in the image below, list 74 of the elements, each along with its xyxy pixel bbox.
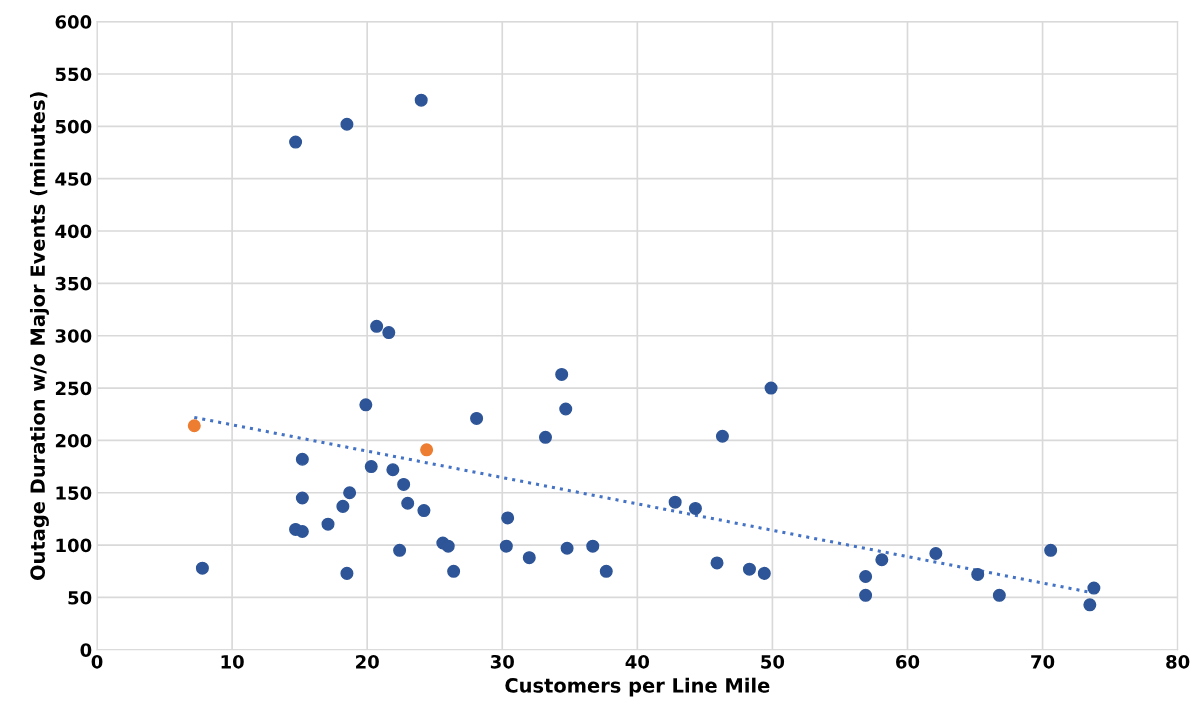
point bbox=[370, 319, 384, 333]
point bbox=[586, 539, 600, 553]
point bbox=[757, 566, 771, 580]
point bbox=[1044, 543, 1058, 557]
point bbox=[538, 430, 552, 444]
point bbox=[364, 460, 378, 474]
y-tick-label: 300 bbox=[55, 329, 92, 343]
point bbox=[295, 524, 309, 539]
x-tick-label: 80 bbox=[1166, 654, 1190, 669]
point bbox=[764, 381, 778, 395]
point bbox=[195, 561, 209, 575]
point bbox=[1083, 598, 1097, 612]
point bbox=[386, 463, 400, 477]
point bbox=[401, 496, 415, 510]
x-tick-label: 40 bbox=[625, 654, 650, 669]
point bbox=[875, 553, 889, 567]
point bbox=[859, 570, 873, 584]
point bbox=[710, 556, 724, 570]
point bbox=[382, 326, 396, 340]
x-tick-label: 30 bbox=[490, 654, 514, 669]
point bbox=[668, 495, 682, 509]
point bbox=[992, 588, 1006, 602]
point bbox=[397, 477, 411, 491]
y-tick-label: 500 bbox=[55, 119, 92, 134]
point bbox=[414, 93, 428, 107]
y-tick-label: 450 bbox=[55, 172, 92, 186]
point bbox=[742, 562, 756, 576]
y-tick-label: 400 bbox=[55, 224, 92, 239]
y-tick-label: 50 bbox=[68, 590, 92, 605]
point bbox=[560, 541, 574, 555]
point bbox=[971, 567, 985, 581]
point bbox=[715, 429, 729, 443]
point bbox=[295, 491, 309, 505]
point bbox=[1087, 581, 1101, 595]
point bbox=[559, 402, 573, 416]
y-tick-label: 200 bbox=[55, 433, 92, 448]
x-tick-label: 0 bbox=[91, 654, 103, 669]
y-tick-label: 150 bbox=[56, 486, 92, 500]
x-tick-label: 10 bbox=[221, 654, 244, 669]
y-tick-label: 600 bbox=[55, 15, 92, 29]
y-tick-label: 100 bbox=[56, 538, 92, 553]
x-tick-label: 70 bbox=[1031, 654, 1055, 669]
x-tick-label: 20 bbox=[356, 654, 379, 669]
point bbox=[321, 517, 335, 531]
point bbox=[688, 501, 702, 515]
y-tick-label: 250 bbox=[55, 381, 92, 396]
point bbox=[343, 486, 357, 500]
y-axis-title: Outage Duration w/o Major Events (minutes) bbox=[29, 92, 49, 580]
point bbox=[501, 511, 515, 525]
point bbox=[359, 398, 373, 412]
point bbox=[555, 367, 569, 381]
point bbox=[336, 499, 350, 513]
point bbox=[859, 588, 873, 602]
point bbox=[393, 543, 407, 557]
point bbox=[340, 117, 354, 131]
point bbox=[470, 411, 484, 425]
point bbox=[599, 564, 613, 578]
point bbox=[187, 419, 201, 433]
y-tick-label: 550 bbox=[55, 67, 92, 82]
point bbox=[295, 452, 309, 466]
x-tick-label: 50 bbox=[761, 654, 785, 669]
x-tick-label: 60 bbox=[896, 654, 920, 669]
point bbox=[447, 564, 461, 578]
point bbox=[289, 135, 303, 149]
point bbox=[420, 443, 434, 457]
point bbox=[929, 546, 943, 560]
point bbox=[417, 504, 431, 518]
point bbox=[340, 566, 354, 580]
point bbox=[522, 551, 536, 565]
y-tick-label: 350 bbox=[55, 276, 92, 291]
x-axis-title: Customers per Line Mile bbox=[505, 677, 770, 697]
point bbox=[441, 539, 455, 553]
y-tick-label: 0 bbox=[80, 643, 92, 657]
point bbox=[499, 539, 513, 553]
